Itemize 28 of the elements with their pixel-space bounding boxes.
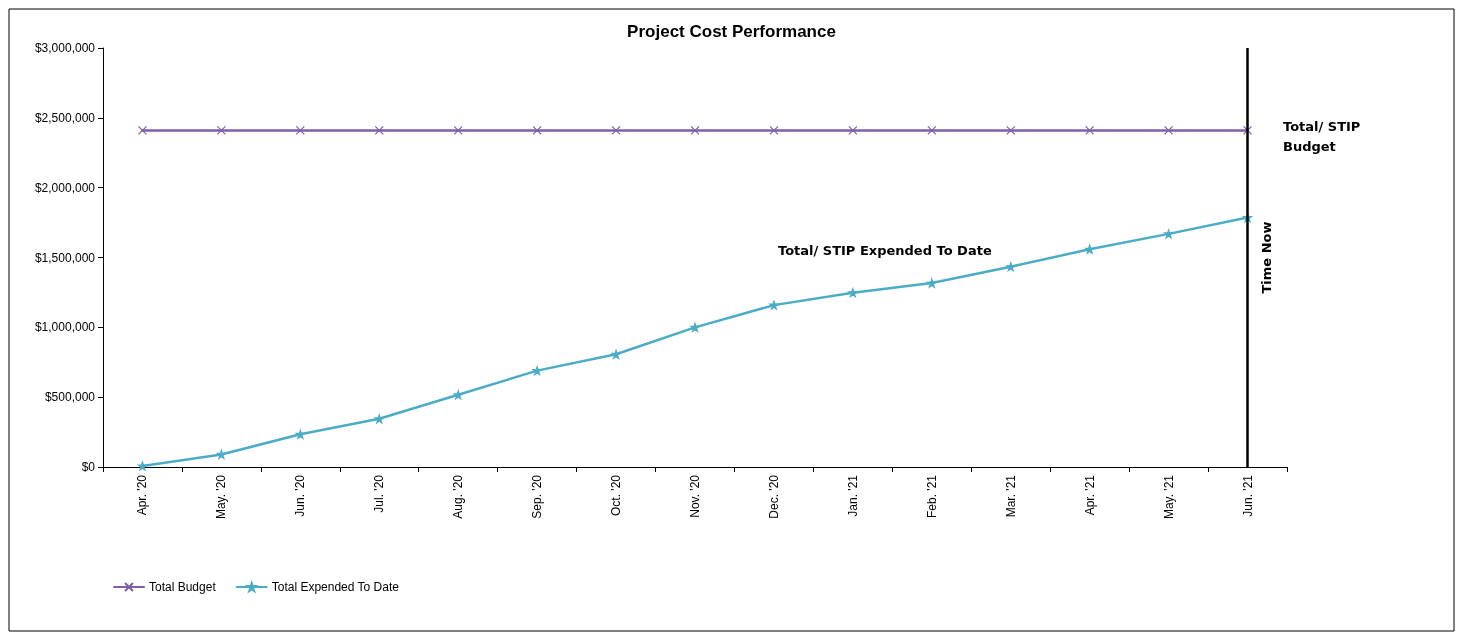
x-tick-label: Jul. '20: [372, 474, 387, 513]
x-tick-label: Oct. '20: [609, 474, 624, 516]
annotation: Total/ STIP Budget: [1283, 118, 1365, 154]
x-tick-label: Nov. '20: [688, 474, 702, 518]
y-tick-label: $0: [81, 460, 96, 474]
x-tick-label: Sep. '20: [530, 474, 545, 519]
x-tick-label: Mar. '21: [1003, 474, 1018, 518]
annotation: Total/ STIP Expended To Date: [778, 242, 992, 258]
x-tick-label: Jun. '21: [1240, 474, 1255, 517]
y-tick-label: $500,000: [44, 390, 96, 405]
x-tick-label: Apr. '20: [135, 474, 150, 516]
x-tick-label: May. '20: [214, 474, 229, 520]
x-tick-label: Jun. '20: [293, 474, 308, 517]
legend-label: Total Budget: [149, 580, 217, 594]
x-tick-label: May. '21: [1161, 474, 1176, 520]
y-tick-label: $1,000,000: [34, 320, 96, 335]
y-tick-label: $3,000,000: [34, 41, 96, 55]
y-tick-label: $2,500,000: [34, 110, 96, 125]
x-tick-label: Aug. '20: [451, 474, 466, 519]
x-tick-label: Apr. '21: [1082, 474, 1097, 516]
y-tick-label: $1,500,000: [34, 250, 96, 265]
x-tick-label: Feb. '21: [924, 474, 939, 518]
x-tick-label: Dec. '20: [766, 474, 781, 519]
x-tick-label: Jan. '21: [845, 474, 860, 517]
y-tick-label: $2,000,000: [34, 180, 96, 195]
chart-title: Project Cost Performance: [627, 22, 836, 41]
ref-line-label: Time Now: [1258, 221, 1274, 294]
legend-label: Total Expended To Date: [271, 580, 400, 594]
